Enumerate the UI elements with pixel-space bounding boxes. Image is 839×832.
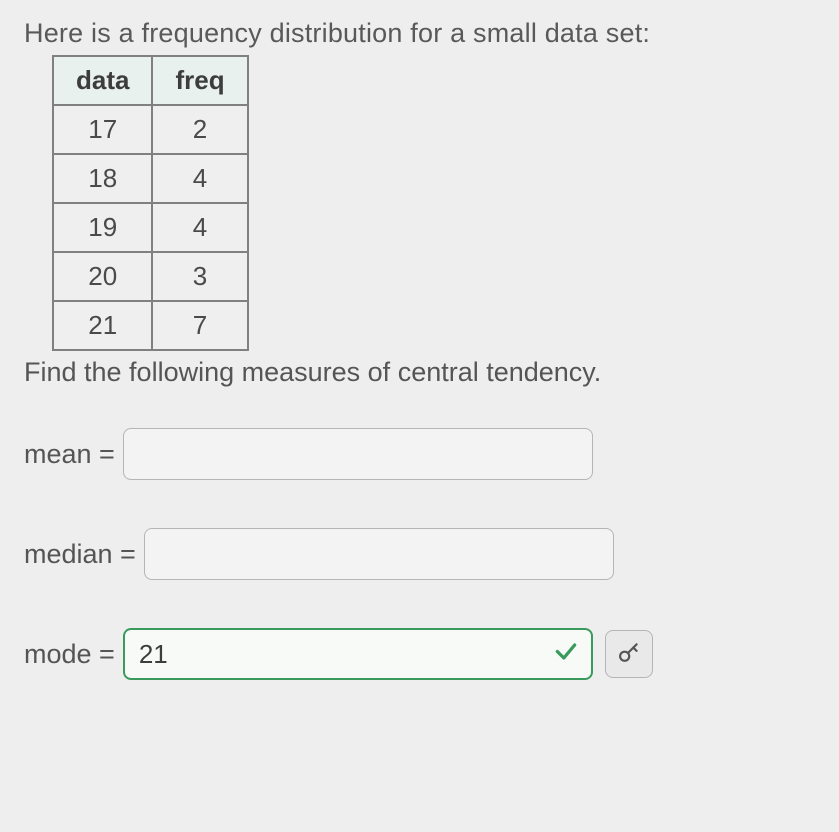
table-row: 21 7: [53, 301, 248, 350]
cell-data: 21: [53, 301, 152, 350]
cell-freq: 7: [152, 301, 247, 350]
intro-text: Here is a frequency distribution for a s…: [24, 18, 815, 49]
frequency-table: data freq 17 2 18 4 19 4 20 3 21: [52, 55, 249, 351]
col-header-data: data: [53, 56, 152, 105]
cell-data: 18: [53, 154, 152, 203]
median-input-wrap: [144, 528, 614, 580]
mode-row: mode =: [24, 628, 815, 680]
cell-freq: 2: [152, 105, 247, 154]
table-row: 17 2: [53, 105, 248, 154]
median-label: median =: [24, 539, 136, 570]
mean-row: mean =: [24, 428, 815, 480]
table-row: 18 4: [53, 154, 248, 203]
cell-freq: 3: [152, 252, 247, 301]
cell-data: 20: [53, 252, 152, 301]
key-icon: [616, 640, 642, 669]
cell-freq: 4: [152, 203, 247, 252]
table-row: 19 4: [53, 203, 248, 252]
table-header-row: data freq: [53, 56, 248, 105]
mean-label: mean =: [24, 439, 115, 470]
cell-data: 17: [53, 105, 152, 154]
mode-input[interactable]: [123, 628, 593, 680]
median-row: median =: [24, 528, 815, 580]
mode-label: mode =: [24, 639, 115, 670]
question-page: Here is a frequency distribution for a s…: [0, 0, 839, 698]
median-input[interactable]: [144, 528, 614, 580]
mean-input-wrap: [123, 428, 593, 480]
formula-help-button[interactable]: [605, 630, 653, 678]
cell-data: 19: [53, 203, 152, 252]
mode-input-wrap: [123, 628, 593, 680]
mean-input[interactable]: [123, 428, 593, 480]
table-row: 20 3: [53, 252, 248, 301]
cell-freq: 4: [152, 154, 247, 203]
col-header-freq: freq: [152, 56, 247, 105]
instruction-text: Find the following measures of central t…: [24, 357, 815, 388]
